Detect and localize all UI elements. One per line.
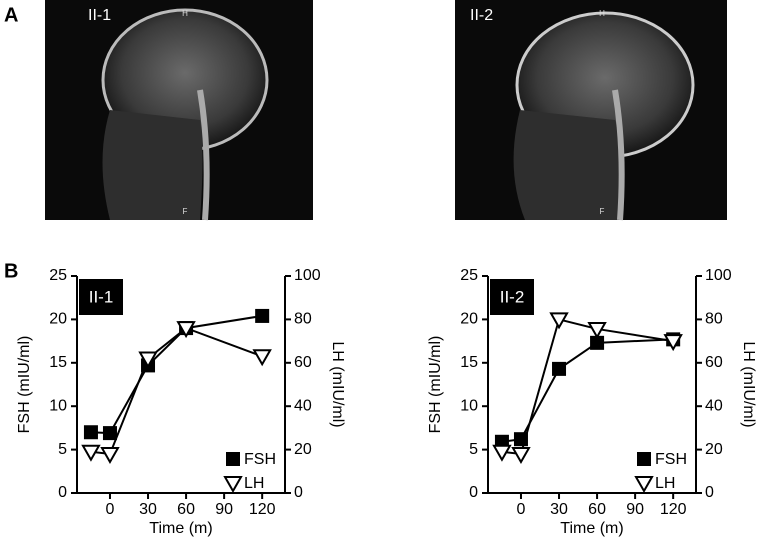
y2-tick-label: 20 [294, 441, 312, 458]
y-tick-label: 15 [49, 354, 67, 371]
legend-label: LH [244, 475, 264, 492]
series-line [90, 314, 263, 435]
y-tick-label: 0 [58, 484, 67, 501]
image-label: II-1 [88, 7, 111, 24]
orientation-mark: H [182, 9, 188, 18]
legend-label: FSH [244, 451, 276, 468]
mri-image: II-1 H F [45, 0, 313, 221]
x-tick-label: 120 [660, 501, 687, 518]
y-axis-label: FSH (mIU/ml) [427, 336, 444, 434]
y-tick-label: 15 [460, 354, 478, 371]
x-tick-label: 0 [517, 501, 526, 518]
orientation-mark: F [600, 207, 605, 216]
chart-title: II-1 [89, 287, 114, 306]
y2-tick-label: 100 [294, 267, 321, 284]
y-tick-label: 5 [469, 441, 478, 458]
orientation-mark: H [599, 9, 605, 18]
marker [513, 432, 528, 447]
y-tick-label: 5 [58, 441, 67, 458]
x-tick-label: 90 [215, 501, 233, 518]
marker [176, 321, 196, 339]
orientation-mark: F [183, 207, 188, 216]
legend-label: LH [655, 475, 675, 492]
marker [549, 312, 569, 330]
chart-title: II-2 [500, 287, 525, 306]
legend-marker [223, 476, 243, 494]
y-tick-label: 20 [49, 311, 67, 328]
y-tick-label: 0 [469, 484, 478, 501]
x-tick-label: 90 [626, 501, 644, 518]
y2-tick-label: 40 [705, 397, 723, 414]
marker [100, 446, 120, 464]
y2-tick-label: 80 [294, 311, 312, 328]
marker [511, 446, 531, 464]
y-tick-label: 20 [460, 311, 478, 328]
legend-marker [634, 476, 654, 494]
marker [83, 425, 98, 440]
y2-tick-label: 80 [705, 311, 723, 328]
marker [81, 444, 101, 462]
legend-label: FSH [655, 451, 687, 468]
x-tick-label: 120 [249, 501, 276, 518]
x-tick-label: 30 [139, 501, 157, 518]
y2-axis-label: LH (mIU/ml) [740, 341, 757, 427]
x-tick-label: 0 [106, 501, 115, 518]
y2-tick-label: 60 [705, 354, 723, 371]
mri-image: II-2 H F [455, 0, 727, 221]
y2-tick-label: 20 [705, 441, 723, 458]
marker [492, 444, 512, 462]
y2-tick-label: 60 [294, 354, 312, 371]
y2-axis-label: LH (mIU/ml) [329, 341, 346, 427]
y2-tick-label: 0 [294, 484, 303, 501]
panel-label: A [4, 4, 18, 26]
y-tick-label: 10 [460, 397, 478, 414]
marker [102, 426, 117, 441]
y2-tick-label: 40 [294, 397, 312, 414]
image-label: II-2 [470, 7, 493, 24]
legend-marker [226, 452, 240, 466]
x-axis-label: Time (m) [560, 520, 623, 537]
marker [590, 335, 605, 350]
y-axis-label: FSH (mIU/ml) [16, 336, 33, 434]
marker [252, 349, 272, 367]
panel-label: B [4, 260, 18, 282]
legend-marker [637, 452, 651, 466]
y-tick-label: 25 [460, 267, 478, 284]
x-axis-label: Time (m) [149, 520, 212, 537]
marker [663, 334, 683, 352]
x-tick-label: 30 [550, 501, 568, 518]
x-tick-label: 60 [588, 501, 606, 518]
y2-tick-label: 0 [705, 484, 714, 501]
y2-tick-label: 100 [705, 267, 732, 284]
title-box [79, 279, 123, 315]
title-box [490, 279, 534, 315]
marker [255, 308, 270, 323]
series-line [501, 338, 674, 443]
y-tick-label: 25 [49, 267, 67, 284]
y-tick-label: 10 [49, 397, 67, 414]
marker [552, 361, 567, 376]
marker [138, 351, 158, 369]
x-tick-label: 60 [177, 501, 195, 518]
marker [587, 321, 607, 339]
